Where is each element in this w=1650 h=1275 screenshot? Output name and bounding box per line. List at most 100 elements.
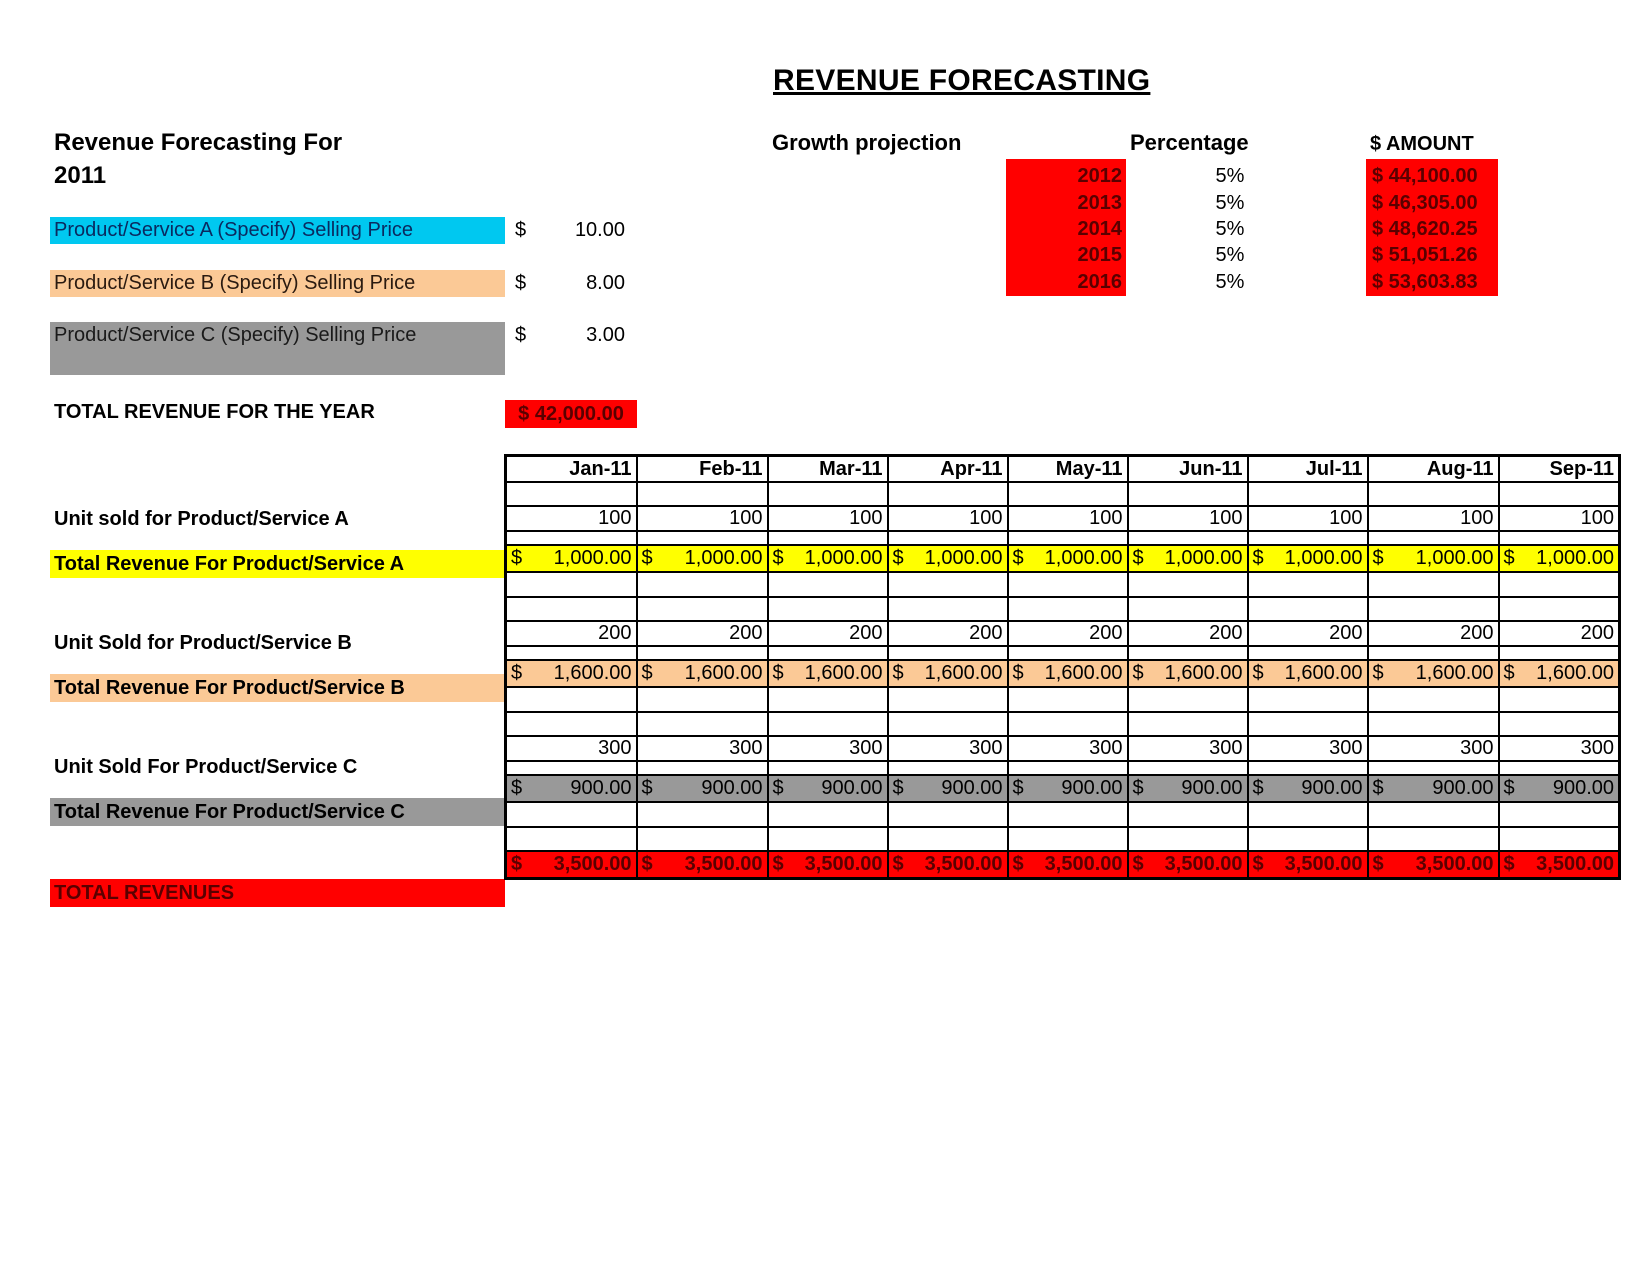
label-revenue-c: Total Revenue For Product/Service C [50,798,505,826]
spacer-row [504,530,1621,546]
units-cell[interactable]: 100 [1497,505,1621,532]
label-revenue-b: Total Revenue For Product/Service B [50,674,505,702]
revenue-b-row: $1,600.00 $1,600.00 $1,600.00 $1,600.00 … [504,659,1621,688]
month-header-row: Jan-11 Feb-11 Mar-11 Apr-11 May-11 Jun-1… [504,454,1621,483]
growth-year: 2016 [1077,271,1123,293]
subtitle-line1: Revenue Forecasting For [54,129,343,156]
revenue-cell: $900.00 [1366,774,1500,803]
units-b-row: 200 200 200 200 200 200 200 200 200 [504,620,1621,647]
units-cell[interactable]: 200 [1006,620,1129,647]
units-cell[interactable]: 200 [1497,620,1621,647]
units-cell[interactable]: 200 [886,620,1009,647]
units-cell[interactable]: 100 [886,505,1009,532]
blank-row [504,826,1621,852]
units-cell[interactable]: 100 [766,505,889,532]
blank-row [504,571,1621,598]
month-header: Aug-11 [1366,454,1500,483]
price-currency-b: $ [515,272,527,294]
total-year-value: $ 42,000.00 [505,400,637,428]
price-value-c[interactable]: 3.00 [586,324,625,346]
total-cell: $3,500.00 [635,850,769,879]
units-cell[interactable]: 200 [1366,620,1500,647]
revenue-cell: $900.00 [1246,774,1369,803]
blank-row [504,481,1621,507]
units-cell[interactable]: 300 [1246,735,1369,762]
spacer-row [504,760,1621,776]
units-cell[interactable]: 200 [1126,620,1249,647]
total-cell: $3,500.00 [1366,850,1500,879]
month-header: Sep-11 [1497,454,1621,483]
label-units-a: Unit sold for Product/Service A [54,508,349,530]
units-cell[interactable]: 100 [1126,505,1249,532]
total-cell: $3,500.00 [1497,850,1621,879]
monthly-table: Jan-11 Feb-11 Mar-11 Apr-11 May-11 Jun-1… [504,454,1621,880]
growth-pct[interactable]: 5% [1215,244,1245,266]
price-label-a: Product/Service A (Specify) Selling Pric… [50,217,505,244]
month-header: May-11 [1006,454,1129,483]
total-cell: $3,500.00 [766,850,889,879]
revenue-cell: $1,000.00 [1246,544,1369,573]
units-cell[interactable]: 300 [1006,735,1129,762]
subtitle-line2: 2011 [54,162,107,189]
blank-row [504,801,1621,828]
growth-pct[interactable]: 5% [1215,165,1245,187]
revenue-cell: $900.00 [1126,774,1249,803]
revenue-cell: $900.00 [886,774,1009,803]
years-block [1006,159,1126,296]
units-cell[interactable]: 300 [635,735,769,762]
growth-pct[interactable]: 5% [1215,192,1245,214]
revenue-cell: $1,600.00 [504,659,638,688]
units-cell[interactable]: 200 [504,620,638,647]
price-value-a[interactable]: 10.00 [574,219,625,241]
revenue-cell: $1,600.00 [1126,659,1249,688]
month-header: Jan-11 [504,454,638,483]
units-cell[interactable]: 300 [1126,735,1249,762]
units-cell[interactable]: 100 [635,505,769,532]
revenue-cell: $1,000.00 [1497,544,1621,573]
revenue-cell: $1,600.00 [1246,659,1369,688]
revenue-cell: $900.00 [1497,774,1621,803]
blank-row [504,596,1621,622]
price-currency-c: $ [515,324,527,346]
units-cell[interactable]: 200 [766,620,889,647]
spacer-row [504,645,1621,661]
revenue-c-row: $900.00 $900.00 $900.00 $900.00 $900.00 … [504,774,1621,803]
month-header: Apr-11 [886,454,1009,483]
units-cell[interactable]: 300 [504,735,638,762]
price-value-b[interactable]: 8.00 [586,272,625,294]
revenue-cell: $1,000.00 [504,544,638,573]
units-cell[interactable]: 200 [1246,620,1369,647]
price-currency-a: $ [515,219,527,241]
revenue-cell: $1,600.00 [766,659,889,688]
month-header: Jun-11 [1126,454,1249,483]
total-cell: $3,500.00 [1006,850,1129,879]
month-header: Jul-11 [1246,454,1369,483]
revenue-cell: $1,600.00 [635,659,769,688]
growth-year: 2015 [1077,244,1123,266]
growth-heading: Growth projection [772,130,962,155]
units-cell[interactable]: 300 [1497,735,1621,762]
price-label-c: Product/Service C (Specify) Selling Pric… [50,322,505,375]
growth-pct[interactable]: 5% [1215,218,1245,240]
units-c-row: 300 300 300 300 300 300 300 300 300 [504,735,1621,762]
units-cell[interactable]: 300 [886,735,1009,762]
revenue-cell: $900.00 [635,774,769,803]
total-year-label: TOTAL REVENUE FOR THE YEAR [54,401,375,423]
units-cell[interactable]: 100 [1246,505,1369,532]
units-cell[interactable]: 100 [1006,505,1129,532]
page-title: REVENUE FORECASTING [773,64,1151,97]
blank-row [504,711,1621,737]
units-cell[interactable]: 100 [504,505,638,532]
growth-amount: $ 44,100.00 [1372,165,1478,187]
revenue-cell: $1,000.00 [635,544,769,573]
units-cell[interactable]: 300 [1366,735,1500,762]
units-cell[interactable]: 100 [1366,505,1500,532]
growth-year: 2014 [1077,218,1123,240]
units-cell[interactable]: 300 [766,735,889,762]
growth-pct[interactable]: 5% [1215,271,1245,293]
growth-year: 2012 [1077,165,1123,187]
revenue-cell: $1,600.00 [886,659,1009,688]
units-cell[interactable]: 200 [635,620,769,647]
revenue-cell: $1,000.00 [1126,544,1249,573]
total-cell: $3,500.00 [504,850,638,879]
